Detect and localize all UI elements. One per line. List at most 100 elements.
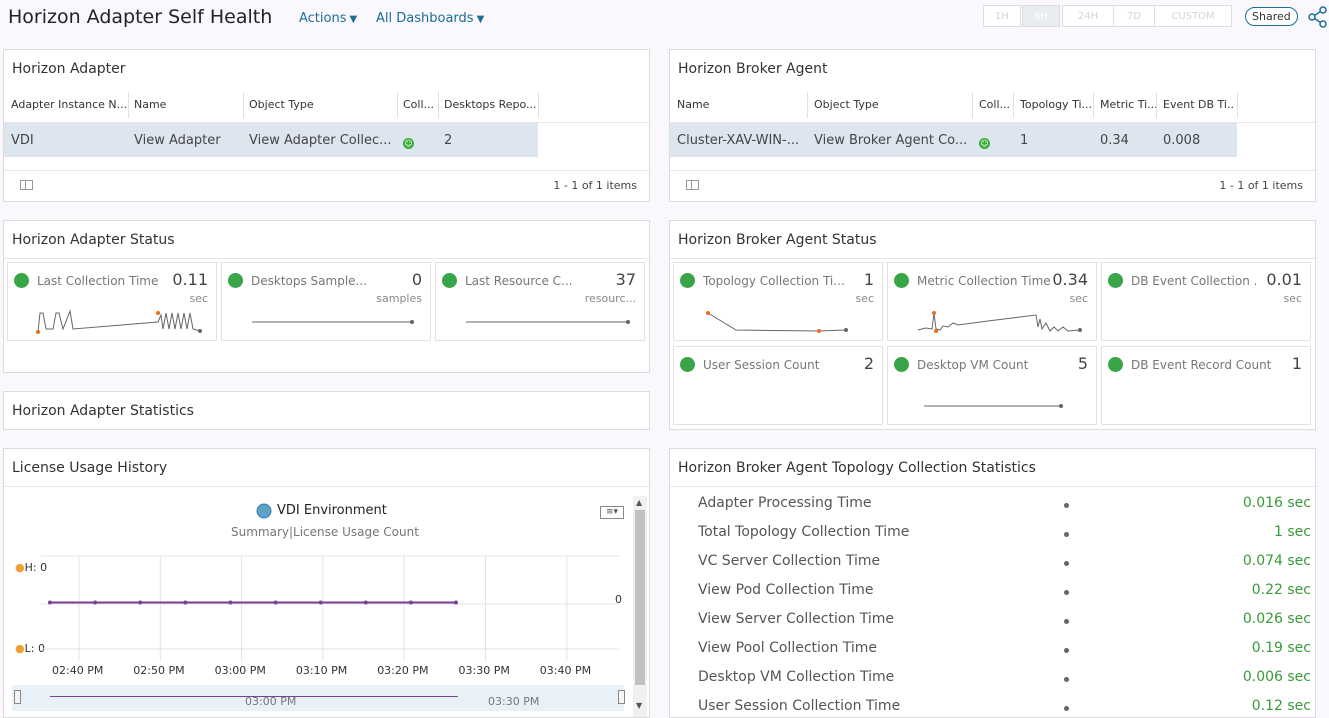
data-point [318,600,323,605]
sparkline [36,309,202,334]
data-point [93,600,98,605]
navigator-tick: 03:00 PM [245,695,297,708]
stat-value: 0.074 sec [1242,553,1311,569]
table-row[interactable]: VDI View Adapter View Adapter Collec... … [4,123,538,157]
metric-card-user-session-count[interactable]: User Session Count 2 [673,346,883,425]
high-label: ●H: 0 [15,561,48,574]
column-header[interactable]: Adapter Instance N... [11,98,126,111]
globe-icon [256,503,272,523]
topology-collection-statistics-panel: Horizon Broker Agent Topology Collection… [669,448,1316,718]
column-header[interactable]: Event DB Ti... [1163,98,1235,111]
metric-card-db-event-collection-time[interactable]: DB Event Collection ... 0.01 sec [1101,262,1311,341]
column-toggle-icon[interactable] [20,180,33,190]
stat-dot [1064,561,1069,566]
chart-navigator[interactable]: 03:00 PM 03:30 PM [12,685,625,711]
collection-status-icon: ☺ [979,138,990,149]
stat-value: 1 sec [1274,524,1311,540]
metric-value: 1 [1291,354,1302,373]
metric-unit: sec [855,292,874,305]
metric-card-last-collection-time[interactable]: Last Collection Time 0.11 sec [7,262,217,341]
panel-title: Horizon Broker Agent Topology Collection… [678,460,1036,476]
metric-unit: sec [1069,292,1088,305]
metric-label: Desktop VM Count [917,358,1029,372]
metric-card-desktop-vm-count[interactable]: Desktop VM Count 5 [887,346,1097,425]
actions-label: Actions [299,11,347,26]
table-row[interactable]: Cluster-XAV-WIN-... View Broker Agent Co… [670,123,1237,157]
status-dot [894,357,909,372]
metric-card-metric-collection-time[interactable]: Metric Collection Time 0.34 sec [887,262,1097,341]
grid-header: Adapter Instance N... Name Object Type C… [4,88,649,123]
column-header[interactable]: Desktops Repo... [444,98,536,111]
panel-title: Horizon Broker Agent [678,61,828,77]
stat-label: Desktop VM Collection Time [698,669,895,685]
time-7d-button[interactable]: 7D [1113,5,1155,27]
metric-value: 5 [1077,354,1088,373]
navigator-right-handle[interactable] [618,690,625,704]
end-value-label: 0 [615,593,622,606]
metric-label: Desktops Sample... [251,274,367,288]
panel-title: License Usage History [12,460,168,476]
scroll-thumb[interactable] [635,510,645,685]
status-dot [894,273,909,288]
stat-value: 0.026 sec [1242,611,1311,627]
grid-header: Name Object Type Coll... Topology Ti... … [670,88,1315,123]
time-6h-button[interactable]: 6H [1022,5,1060,27]
status-dot [680,357,695,372]
metric-card-topology-collection-time[interactable]: Topology Collection Ti... 1 sec [673,262,883,341]
stat-label: View Pod Collection Time [698,582,874,598]
stat-dot [1064,532,1069,537]
stat-dot [1064,706,1069,711]
column-header[interactable]: Object Type [814,98,879,111]
column-header[interactable]: Topology Ti... [1020,98,1092,111]
metric-value: 37 [615,270,636,289]
chart-title: VDI Environment [277,503,387,518]
scroll-up-icon[interactable]: ▲ [636,498,643,507]
data-point [408,600,413,605]
panel-title: Horizon Adapter Status [12,232,175,248]
column-header[interactable]: Coll... [403,98,435,111]
metric-value: 0.01 [1266,270,1302,289]
stat-label: VC Server Collection Time [698,553,881,569]
column-header[interactable]: Object Type [249,98,314,111]
table-cell: View Adapter [134,133,221,148]
vertical-scrollbar[interactable]: ▲ ▼ [633,496,647,717]
license-usage-chart [41,555,619,661]
column-header[interactable]: Name [677,98,710,111]
metric-card-db-event-record-count[interactable]: DB Event Record Count 1 [1101,346,1311,425]
column-toggle-icon[interactable] [686,180,699,190]
shared-badge[interactable]: Shared [1245,7,1298,26]
data-point [273,600,278,605]
stat-dot [1064,503,1069,508]
time-24h-button[interactable]: 24H [1062,5,1114,27]
time-1h-button[interactable]: 1H [983,5,1021,27]
stat-label: View Server Collection Time [698,611,894,627]
column-header[interactable]: Metric Ti... [1100,98,1158,111]
x-tick-label: 03:40 PM [539,664,592,677]
stat-value: 0.19 sec [1251,640,1311,656]
status-dot [1108,273,1123,288]
metric-unit: sec [1283,292,1302,305]
chart-menu-icon[interactable]: ≡▾ [600,506,624,519]
actions-menu[interactable]: Actions ▼ [299,11,357,26]
stat-value: 0.22 sec [1251,582,1311,598]
horizon-adapter-status-panel: Horizon Adapter Status Last Collection T… [3,220,650,373]
status-dot [228,273,243,288]
horizon-broker-agent-status-panel: Horizon Broker Agent Status Topology Col… [669,220,1316,430]
column-header[interactable]: Name [134,98,167,111]
navigator-left-handle[interactable] [14,690,21,704]
status-dot [680,273,695,288]
license-usage-history-panel: License Usage History VDI Environment Su… [3,448,650,718]
metric-label: Topology Collection Ti... [703,274,845,288]
metric-unit: sec [189,292,208,305]
time-custom-button[interactable]: CUSTOM [1154,5,1232,27]
x-tick-label: 03:20 PM [377,664,429,677]
metric-card-last-resource-count[interactable]: Last Resource C... 37 resourc... [435,262,645,341]
column-header[interactable]: Coll... [979,98,1011,111]
all-dashboards-menu[interactable]: All Dashboards ▼ [376,11,484,26]
scroll-down-icon[interactable]: ▼ [636,701,643,710]
metric-card-desktops-sampled[interactable]: Desktops Sample... 0 samples [221,262,431,341]
table-cell: 0.34 [1100,133,1129,148]
metric-label: Last Collection Time [37,274,159,288]
share-icon[interactable] [1308,6,1328,32]
metric-value: 0 [411,270,422,289]
